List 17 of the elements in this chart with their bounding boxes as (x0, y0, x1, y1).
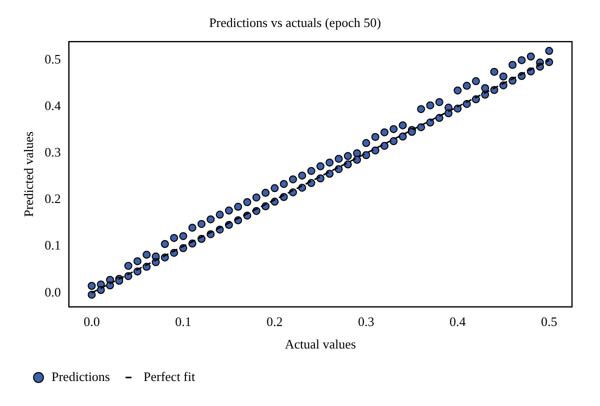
x-tick-label: 0.2 (266, 314, 283, 330)
x-tick-label: 0.5 (541, 314, 558, 330)
chart-title: Predictions vs actuals (epoch 50) (209, 15, 381, 30)
x-tick-label: 0.1 (175, 314, 192, 330)
y-tick-label: 0.0 (44, 284, 61, 300)
y-tick-label: 0.4 (44, 98, 62, 114)
x-tick-label: 0.3 (358, 314, 374, 330)
y-tick-label: 0.1 (44, 238, 61, 253)
y-tick-label: 0.5 (44, 52, 61, 67)
x-tick-label: 0.4 (450, 314, 466, 330)
legend-label: Perfect fit (143, 368, 196, 384)
legend-label: Predictions (52, 368, 110, 384)
y-tick-label: 0.3 (44, 144, 61, 160)
x-axis-title: Actual values (284, 336, 356, 352)
y-tick-label: 0.2 (44, 191, 61, 206)
y-axis-title: Predicted values (21, 131, 36, 217)
x-tick-label: 0.0 (84, 314, 100, 330)
